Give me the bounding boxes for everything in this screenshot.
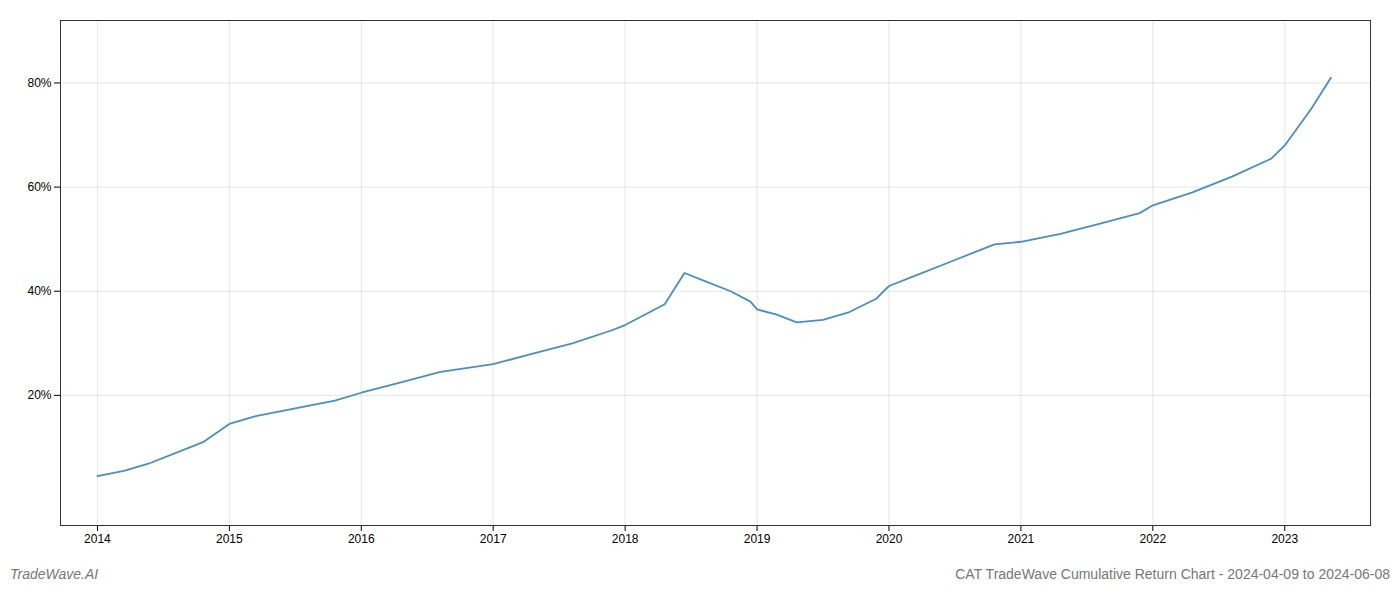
svg-text:40%: 40% — [27, 284, 51, 298]
svg-text:20%: 20% — [27, 388, 51, 402]
svg-text:2017: 2017 — [480, 532, 507, 546]
svg-text:2014: 2014 — [84, 532, 111, 546]
svg-text:2021: 2021 — [1008, 532, 1035, 546]
svg-text:2022: 2022 — [1139, 532, 1166, 546]
svg-text:2020: 2020 — [876, 532, 903, 546]
html-text:TradeWave.AI: TradeWave.AI — [10, 566, 99, 582]
html-text:CAT TradeWave Cumulative Retur: CAT TradeWave Cumulative Return Chart - … — [955, 566, 1390, 582]
svg-text:2015: 2015 — [216, 532, 243, 546]
svg-text:60%: 60% — [27, 180, 51, 194]
svg-text:2019: 2019 — [744, 532, 771, 546]
svg-text:80%: 80% — [27, 76, 51, 90]
svg-text:2023: 2023 — [1271, 532, 1298, 546]
svg-text:2016: 2016 — [348, 532, 375, 546]
svg-text:2018: 2018 — [612, 532, 639, 546]
